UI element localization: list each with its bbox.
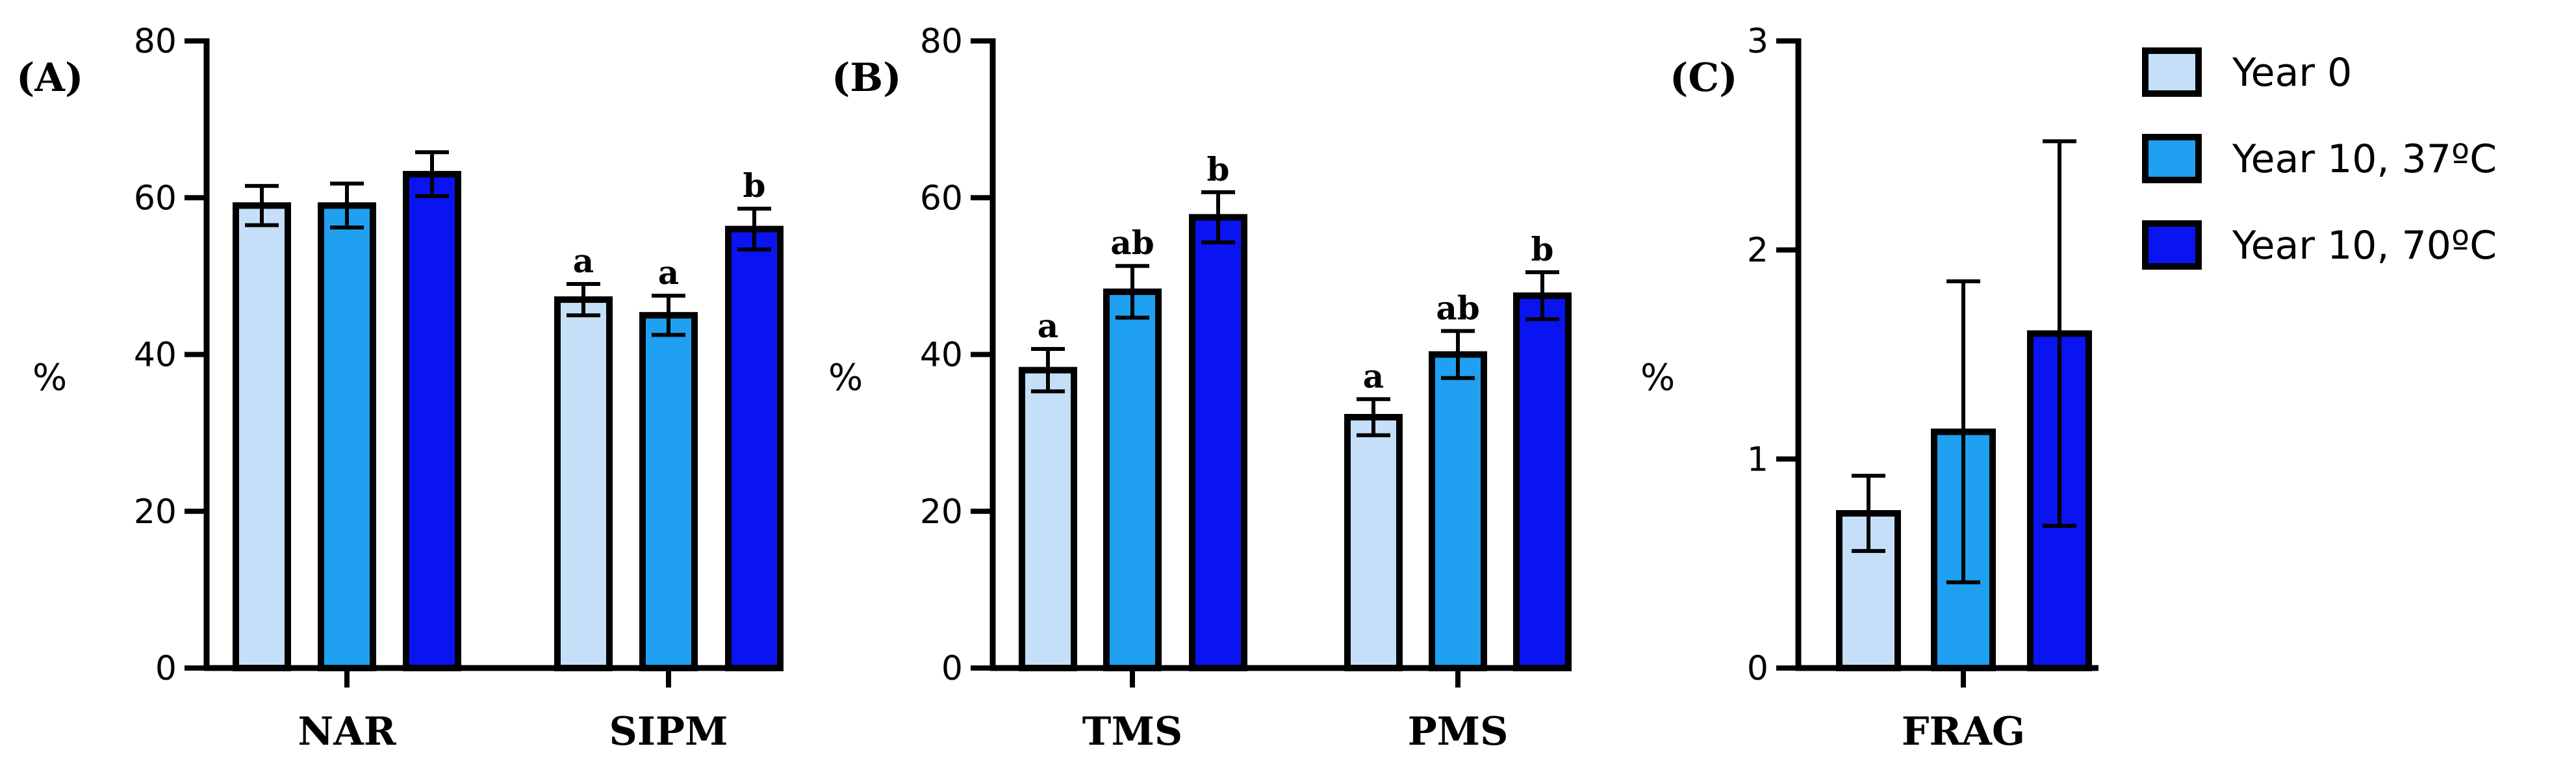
significance-label: b — [1207, 150, 1230, 188]
significance-label: a — [1038, 307, 1058, 345]
bar — [1019, 367, 1077, 671]
bar — [403, 171, 461, 671]
significance-label: a — [1363, 357, 1384, 395]
panel-a-ylabel: % — [32, 357, 67, 399]
significance-label: a — [658, 253, 679, 292]
legend-swatch — [2142, 220, 2202, 270]
y-tick-label: 0 — [1747, 649, 1768, 688]
y-tick-label: 3 — [1747, 22, 1768, 61]
panel-a: (A) % 0 20 40 60 80 NAR a a b SIPM — [16, 22, 784, 754]
panel-b: (B) % 0 20 40 60 80 a ab b TMS a ab b PMS — [828, 22, 1572, 754]
y-tick-label: 0 — [941, 649, 963, 688]
bar — [554, 296, 613, 671]
bar — [318, 202, 376, 671]
legend-label: Year 10, 70ºC — [2232, 223, 2497, 268]
bar — [233, 202, 291, 671]
bar — [725, 225, 784, 671]
bar — [1429, 351, 1487, 671]
panel-c: (C) % 0 1 2 3 FRAG — [1640, 22, 2098, 754]
y-tick-label: 20 — [920, 493, 963, 532]
significance-label: b — [743, 166, 766, 205]
legend-label: Year 0 — [2232, 50, 2352, 96]
significance-label: ab — [1436, 289, 1479, 327]
y-tick-label: 40 — [134, 336, 177, 375]
bar — [639, 312, 698, 671]
y-tick-label: 40 — [920, 336, 963, 375]
y-tick-label: 80 — [134, 22, 177, 61]
legend-swatch — [2142, 134, 2202, 183]
y-tick-label: 60 — [134, 179, 177, 218]
panel-c-label: (C) — [1670, 55, 1738, 101]
panel-b-ylabel: % — [828, 357, 863, 399]
panel-c-ylabel: % — [1640, 357, 1675, 399]
bar — [1513, 292, 1572, 671]
bar — [1103, 289, 1162, 671]
y-tick-label: 80 — [920, 22, 963, 61]
significance-label: a — [573, 242, 594, 280]
significance-label: ab — [1110, 224, 1154, 262]
y-tick-label: 60 — [920, 179, 963, 218]
panel-a-label: (A) — [16, 55, 83, 101]
y-tick-label: 2 — [1747, 231, 1768, 270]
category-label: NAR — [298, 709, 396, 754]
y-tick-label: 20 — [134, 493, 177, 532]
significance-label: b — [1531, 230, 1554, 268]
panel-b-label: (B) — [832, 55, 902, 101]
legend-swatch — [2142, 47, 2202, 97]
legend-label: Year 10, 37ºC — [2232, 136, 2497, 182]
y-tick-label: 0 — [155, 649, 177, 688]
y-tick-label: 1 — [1747, 440, 1768, 479]
category-label: TMS — [1082, 709, 1182, 754]
bar — [1344, 414, 1403, 671]
category-label: FRAG — [1902, 709, 2025, 754]
category-label: SIPM — [609, 709, 728, 754]
legend: Year 0 Year 10, 37ºC Year 10, 70ºC — [2142, 47, 2497, 270]
bar — [1189, 214, 1247, 671]
category-label: PMS — [1408, 709, 1509, 754]
